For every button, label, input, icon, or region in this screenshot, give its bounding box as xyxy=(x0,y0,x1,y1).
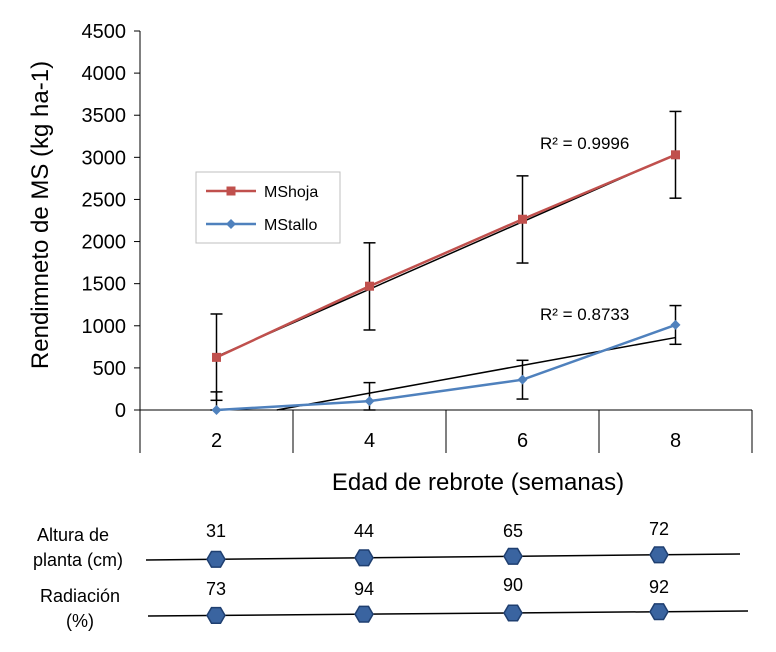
point-mstallo xyxy=(670,319,681,330)
annotation-value-1: 94 xyxy=(354,579,374,599)
series-line-mstallo xyxy=(216,323,676,412)
trendline-mstallo xyxy=(276,336,676,411)
annotation-marker-0 xyxy=(503,547,523,565)
error-bars xyxy=(210,110,682,411)
point-mshoja xyxy=(518,214,527,224)
point-mshoja xyxy=(671,150,680,160)
annotation-line-1 xyxy=(147,610,749,617)
y-tick-label: 0 xyxy=(115,400,126,422)
legend-marker-mstallo xyxy=(226,219,236,229)
radiacion-label-line1: Radiación xyxy=(40,586,120,606)
legend-label-mstallo: MStallo xyxy=(264,217,317,234)
annotation-value-1: 92 xyxy=(649,577,669,597)
annotation-marker-1 xyxy=(354,605,374,623)
annotation-marker-1 xyxy=(503,604,523,622)
annotation-line-0 xyxy=(145,553,741,561)
legend-box xyxy=(195,171,341,244)
y-tick-label: 3000 xyxy=(82,147,127,169)
point-mstallo xyxy=(211,405,222,415)
r2-label-mstallo: R² = 0.8733 xyxy=(540,305,629,324)
x-tick-label: 2 xyxy=(211,430,222,452)
series-line-mshoja xyxy=(215,153,676,359)
altura-label-line1: Altura de xyxy=(37,525,109,545)
x-tick-label: 4 xyxy=(364,430,375,452)
x-tick-label: 8 xyxy=(670,430,681,452)
y-tick-label: 1000 xyxy=(82,316,127,338)
annotation-value-1: 90 xyxy=(503,575,523,595)
annotation-value-0: 44 xyxy=(354,521,374,541)
point-mshoja xyxy=(365,281,374,291)
legend-marker-mshoja xyxy=(226,186,236,196)
annotation-value-0: 31 xyxy=(206,521,226,541)
altura-label-line2: planta (cm) xyxy=(33,550,123,570)
x-tick-label: 6 xyxy=(517,430,528,452)
y-tick-label: 4500 xyxy=(82,21,127,43)
annotation-marker-1 xyxy=(649,603,669,621)
x-axis-title: Edad de rebrote (semanas) xyxy=(332,469,624,496)
annotation-marker-0 xyxy=(206,550,226,568)
annotation-value-1: 73 xyxy=(206,579,226,599)
y-tick-label: 1500 xyxy=(82,274,127,296)
series xyxy=(211,150,681,415)
annotation-marker-0 xyxy=(354,549,374,567)
axes: 0 500 1000 1500 2000 2500 3000 3500 4000 4500 2 4 6 8 xyxy=(82,21,753,453)
point-mshoja xyxy=(212,352,221,362)
point-mstallo xyxy=(364,396,375,407)
annotation-value-0: 72 xyxy=(649,519,669,539)
point-mstallo xyxy=(517,374,528,385)
annotation-rows: 31 44 65 72 73 94 90 92 xyxy=(145,519,749,624)
legend-label-mshoja: MShoja xyxy=(264,184,318,201)
annotation-value-0: 65 xyxy=(503,521,523,541)
radiacion-label-line2: (%) xyxy=(66,611,94,631)
y-tick-label: 2500 xyxy=(82,189,127,211)
annotation-marker-1 xyxy=(206,606,226,624)
annotation-marker-0 xyxy=(649,546,669,564)
r2-label-mshoja: R² = 0.9996 xyxy=(540,134,629,153)
legend: MShoja MStallo xyxy=(195,171,341,244)
y-tick-label: 4000 xyxy=(82,63,127,85)
y-tick-label: 3500 xyxy=(82,105,127,127)
y-axis-title: Rendimneto de MS (kg ha-1) xyxy=(27,61,54,369)
y-tick-label: 2000 xyxy=(82,232,127,254)
y-tick-label: 500 xyxy=(93,358,126,380)
